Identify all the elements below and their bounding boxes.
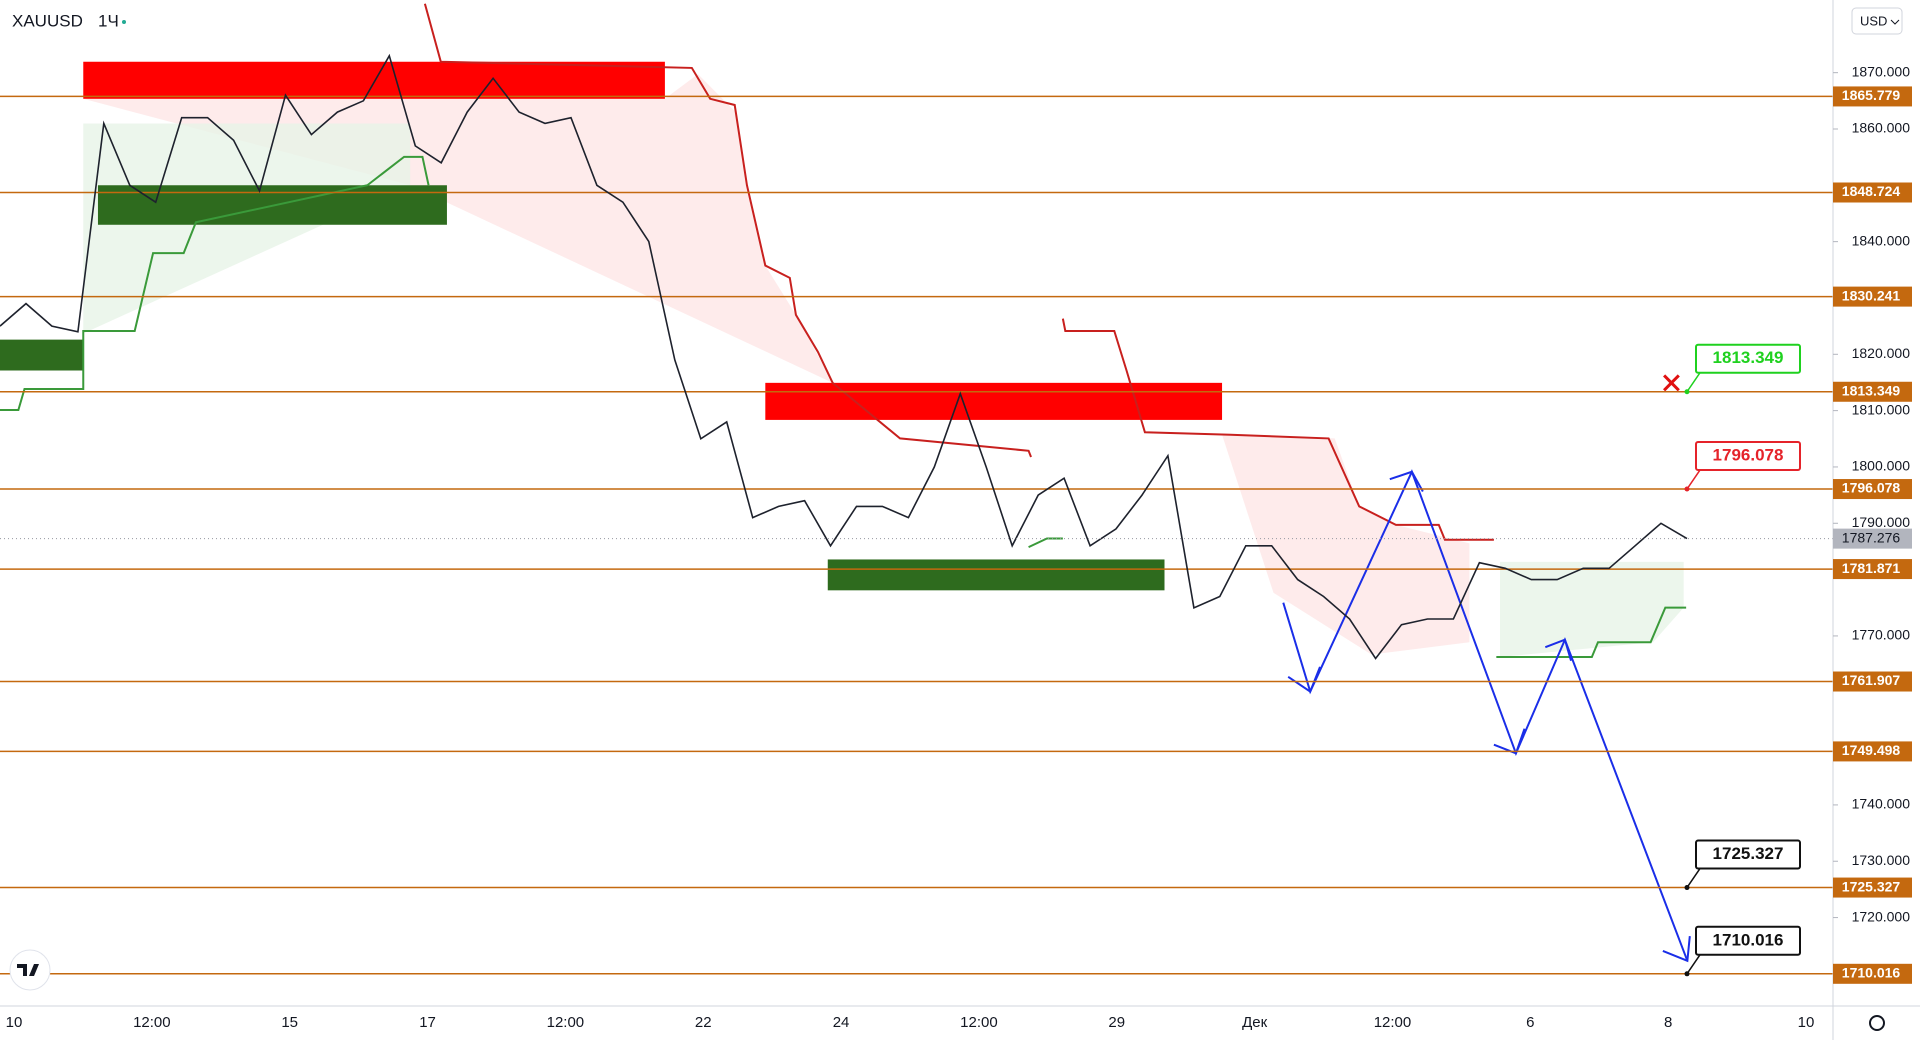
x-tick-label: 12:00 bbox=[960, 1014, 998, 1031]
x-tick-label: 10 bbox=[6, 1014, 23, 1031]
x-tick-label: 12:00 bbox=[133, 1014, 171, 1031]
x-tick-label: 29 bbox=[1108, 1014, 1125, 1031]
level-badge bbox=[1833, 479, 1912, 500]
last-price-label: 1787.276 bbox=[1842, 529, 1901, 545]
y-tick-label: 1770.000 bbox=[1852, 627, 1911, 643]
x-tick-label: Дек bbox=[1242, 1014, 1268, 1031]
level-label: 1749.498 bbox=[1842, 742, 1901, 758]
close-marker bbox=[1664, 375, 1679, 390]
callout-box bbox=[1695, 441, 1801, 472]
shade bbox=[83, 123, 411, 334]
level-label: 1710.016 bbox=[1842, 965, 1901, 981]
projection-arrow bbox=[1283, 472, 1687, 961]
logo[interactable] bbox=[9, 949, 51, 991]
x-tick-label: 10 bbox=[1798, 1014, 1815, 1031]
series bbox=[0, 53, 1833, 660]
trend-stop bbox=[1063, 319, 1494, 540]
supply-zone bbox=[83, 61, 665, 99]
callout-label: 1796.078 bbox=[1713, 446, 1784, 465]
axes: 1870.000 1860.000 1840.000 1820.000 1810.000… bbox=[6, 63, 1912, 1031]
y-tick-label: 1840.000 bbox=[1852, 232, 1911, 248]
level-label: 1865.779 bbox=[1842, 87, 1901, 103]
shade bbox=[1500, 561, 1684, 658]
level-label: 1813.349 bbox=[1842, 382, 1901, 398]
x-tick-label: 15 bbox=[281, 1014, 298, 1031]
arrow-head bbox=[1494, 729, 1525, 754]
callout-anchor bbox=[1684, 885, 1690, 891]
x-tick-label: 17 bbox=[419, 1014, 436, 1031]
x-tick-label: 24 bbox=[833, 1014, 850, 1031]
settings-icon[interactable] bbox=[1869, 1015, 1885, 1031]
arrow-head bbox=[1545, 640, 1571, 661]
level-badge bbox=[1833, 286, 1912, 307]
dropdown-icon[interactable] bbox=[1890, 19, 1900, 25]
trend-stop bbox=[1496, 608, 1686, 657]
level-label: 1761.907 bbox=[1842, 672, 1901, 688]
callout-anchor bbox=[1684, 486, 1690, 492]
x-tick-label: 22 bbox=[695, 1014, 712, 1031]
price-axis bbox=[1833, 0, 1920, 1040]
level-label: 1725.327 bbox=[1842, 878, 1901, 894]
y-tick-label: 1810.000 bbox=[1852, 401, 1911, 417]
x-tick-label: 12:00 bbox=[547, 1014, 585, 1031]
status-dot bbox=[122, 20, 126, 24]
callout-box bbox=[1695, 925, 1801, 956]
level-label: 1781.871 bbox=[1842, 560, 1901, 576]
supply-zone bbox=[765, 382, 1223, 420]
x-tick-label: 12:00 bbox=[1374, 1014, 1412, 1031]
trend-stop bbox=[425, 4, 1031, 457]
price-line bbox=[0, 53, 1688, 660]
y-tick-label: 1800.000 bbox=[1852, 458, 1911, 474]
y-tick-label: 1740.000 bbox=[1852, 796, 1911, 812]
callout-label: 1710.016 bbox=[1713, 930, 1784, 949]
trend-stop bbox=[1029, 538, 1063, 547]
currency-button[interactable] bbox=[1851, 7, 1903, 35]
level-badge bbox=[1833, 741, 1912, 762]
y-tick-label: 1820.000 bbox=[1852, 345, 1911, 361]
y-tick-label: 1860.000 bbox=[1852, 120, 1911, 136]
callout-label: 1813.349 bbox=[1713, 348, 1784, 367]
y-tick-label: 1720.000 bbox=[1852, 908, 1911, 924]
level-badge bbox=[1833, 963, 1912, 984]
y-tick-label: 1790.000 bbox=[1852, 514, 1911, 530]
trend-stop bbox=[0, 157, 429, 410]
x-tick-label: 6 bbox=[1526, 1014, 1534, 1031]
callout-anchor bbox=[1684, 971, 1690, 977]
callout-box bbox=[1695, 839, 1801, 870]
level-badge bbox=[1833, 671, 1912, 692]
x-tick-label: 8 bbox=[1664, 1014, 1672, 1031]
level-badge bbox=[1833, 381, 1912, 402]
demand-zone bbox=[0, 339, 84, 371]
level-badge bbox=[1833, 86, 1912, 107]
y-tick-label: 1870.000 bbox=[1852, 63, 1911, 79]
arrow-head bbox=[1663, 936, 1690, 961]
callout-label: 1725.327 bbox=[1713, 844, 1784, 863]
logo-mark bbox=[17, 964, 39, 976]
last-price-badge bbox=[1833, 528, 1912, 549]
symbol: XAUUSD bbox=[12, 11, 83, 30]
arrow-head bbox=[1390, 472, 1423, 492]
callout-anchor bbox=[1684, 389, 1690, 395]
levels bbox=[0, 95, 1833, 975]
level-badge bbox=[1833, 559, 1912, 580]
shade bbox=[83, 74, 833, 383]
level-label: 1848.724 bbox=[1842, 183, 1901, 199]
level-label: 1830.241 bbox=[1842, 287, 1901, 303]
level-badge bbox=[1833, 182, 1912, 203]
callouts: 1813.349 1796.078 1725.327 1710.016 bbox=[1684, 343, 1801, 977]
level-label: 1796.078 bbox=[1842, 480, 1901, 496]
demand-zone bbox=[827, 559, 1165, 591]
callout-box bbox=[1695, 343, 1801, 374]
currency[interactable]: USD bbox=[1860, 13, 1887, 28]
interval[interactable]: 1Ч bbox=[98, 11, 119, 30]
level-badge bbox=[1833, 877, 1912, 898]
y-tick-label: 1730.000 bbox=[1852, 852, 1911, 868]
